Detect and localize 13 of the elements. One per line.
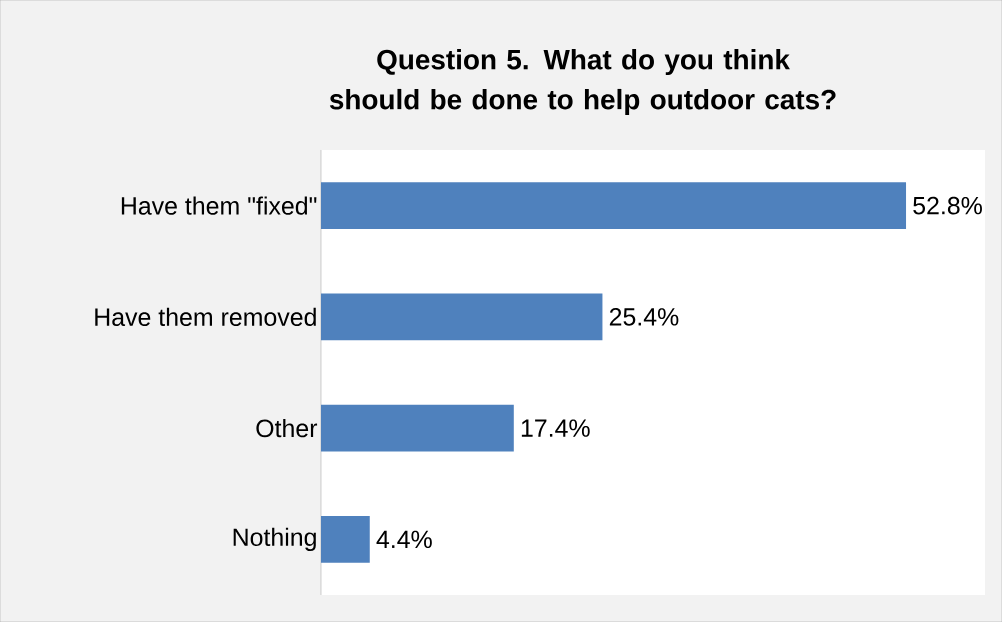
data-label: 4.4% bbox=[376, 530, 432, 549]
data-label: 25.4% bbox=[609, 308, 679, 326]
chart-title: Question 5. What do you think should be done to help outdoor cats? bbox=[329, 49, 836, 115]
bar bbox=[321, 516, 370, 563]
bar bbox=[321, 182, 907, 229]
y-tick-label: Other bbox=[256, 418, 318, 438]
y-tick-label: Have them removed bbox=[95, 307, 316, 327]
bar bbox=[321, 293, 603, 341]
data-label: 52.8% bbox=[913, 196, 982, 215]
y-tick-label: Nothing bbox=[233, 527, 316, 551]
data-label: 17.4% bbox=[521, 419, 590, 437]
y-tick-label: Have them "fixed" bbox=[121, 196, 317, 215]
bar bbox=[321, 404, 514, 452]
